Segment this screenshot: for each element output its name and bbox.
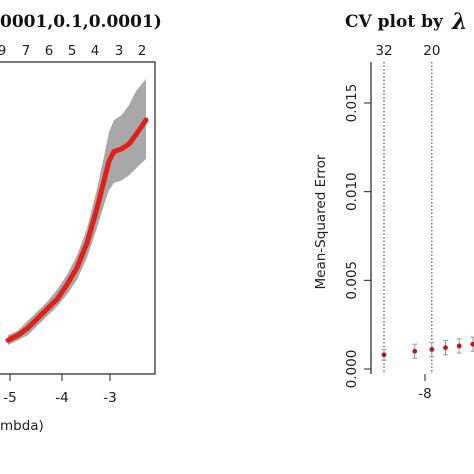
cv-point [412, 348, 418, 354]
right-bottom-axis: -8 [418, 374, 432, 402]
left-bottom-axis: -5 -4 -3 [3, 374, 117, 406]
confidence-band [8, 78, 146, 346]
left-panel: 0001,0.1,0.0001) 97654322 -5 -4 -3 mbda) [0, 12, 162, 434]
top-tick-label: 6 [45, 43, 54, 59]
x-tick-label: -3 [103, 390, 116, 406]
top-tick-label: 7 [22, 43, 31, 59]
left-x-axis-label: mbda) [0, 418, 44, 434]
y-tick-label: 0.010 [344, 172, 360, 211]
cv-point [456, 343, 462, 349]
x-tick-label: -5 [3, 390, 16, 406]
cv-point [429, 347, 435, 352]
left-top-axis: 97654322 [0, 43, 147, 59]
top-tick-label: 4 [91, 43, 100, 59]
top-tick-label: 5 [68, 43, 77, 59]
right-chart-title: CV plot by [345, 12, 444, 32]
top-tick-label: 9 [0, 43, 6, 59]
right-top-axis: 32 20 [375, 43, 440, 59]
fit-line [5, 117, 149, 343]
cv-point [443, 345, 448, 351]
right-y-axis-label: Mean-Squared Error [313, 154, 329, 289]
y-tick-label: 0.015 [344, 84, 360, 123]
cv-point [470, 341, 474, 347]
y-tick-label: 0.005 [344, 261, 360, 300]
top-tick-label: 32 [375, 43, 392, 59]
right-plot-area [381, 62, 474, 374]
top-tick-label: 20 [423, 43, 440, 59]
top-tick-label: 2 [138, 43, 147, 59]
left-chart-title: 0001,0.1,0.0001) [0, 12, 162, 32]
top-tick-label: 3 [115, 43, 124, 59]
left-plot-area [5, 78, 149, 346]
x-tick-label: -4 [55, 390, 68, 406]
lambda-symbol: λ [451, 9, 467, 35]
left-plot-frame [0, 61, 156, 375]
x-tick-label: -8 [418, 386, 431, 402]
y-tick-label: 0.000 [344, 350, 360, 389]
right-panel: CV plot by λ 32 20 0.000 0.005 0.010 0.015 M… [313, 9, 474, 402]
cv-point [381, 352, 387, 358]
right-y-axis: 0.000 0.005 0.010 0.015 [344, 84, 371, 389]
